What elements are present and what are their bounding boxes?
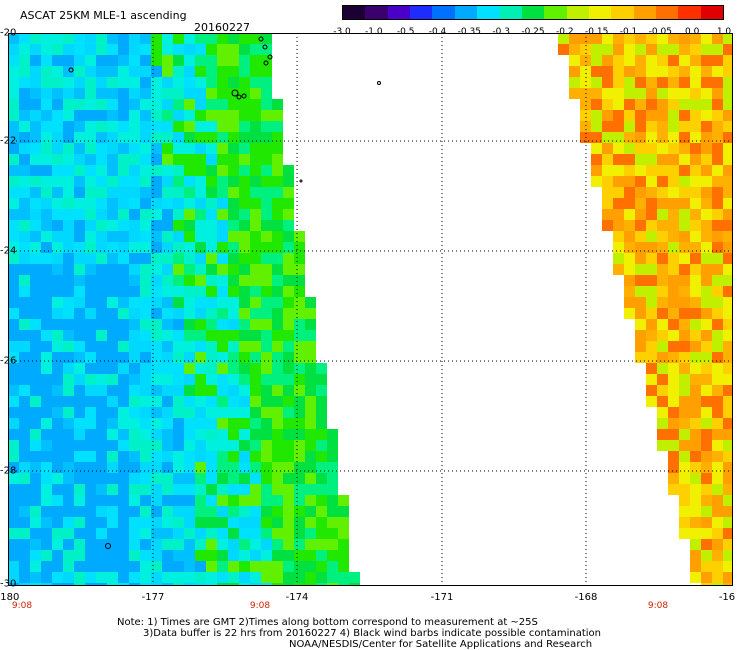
colorbar-swatch: [700, 6, 724, 19]
map-panel: [8, 33, 733, 586]
grid-lines: [8, 33, 733, 586]
colorbar-label: -0.1: [619, 27, 638, 37]
colorbar-label: -0.15: [585, 27, 609, 37]
map-svg: [8, 33, 733, 586]
colorbar-label: -0.35: [457, 27, 481, 37]
lat-label: -28: [0, 465, 17, 477]
colorbar-swatch: [410, 6, 433, 19]
colorbar-swatch: [678, 6, 701, 19]
colorbar-swatch: [588, 6, 612, 19]
lon-label: -180: [0, 592, 20, 603]
colorbar-swatch: [656, 6, 679, 19]
colorbar-label: 1.0: [716, 27, 732, 37]
colorbar-label: 0.0: [684, 27, 700, 37]
colorbar-label: -0.2: [556, 27, 574, 37]
time-label: 9:08: [11, 601, 33, 611]
lat-label: -26: [0, 355, 17, 367]
colorbar-label: -0.3: [492, 27, 510, 37]
colorbar-label: -0.4: [428, 27, 447, 37]
swath-cells: [8, 33, 733, 586]
colorbar-swatch: [499, 6, 522, 19]
colorbar-swatch: [611, 6, 634, 19]
time-label: 9:08: [249, 601, 271, 611]
lat-label: -24: [0, 245, 17, 257]
note-line-2: 3)Data buffer is 22 hrs from 20160227 4)…: [143, 628, 601, 639]
colorbar-swatch: [343, 6, 366, 19]
lat-label: -30: [0, 578, 17, 590]
colorbar-swatch: [633, 6, 657, 19]
colorbar-swatch: [387, 6, 411, 19]
lon-label: -177: [141, 592, 165, 603]
date-label: 20160227: [194, 21, 250, 34]
colorbar-swatch: [521, 6, 545, 19]
lon-label: -174: [285, 592, 309, 603]
colorbar-swatch: [454, 6, 478, 19]
title: ASCAT 25KM MLE-1 ascending: [20, 9, 187, 22]
colorbar-swatch: [432, 6, 455, 19]
time-label: 9:08: [647, 601, 669, 611]
lat-label: -20: [0, 27, 17, 39]
colorbar: [342, 5, 724, 20]
colorbar-swatch: [477, 6, 500, 19]
colorbar-label: -0.05: [648, 27, 672, 37]
lat-label: -22: [0, 135, 17, 147]
colorbar-swatch: [566, 6, 589, 19]
lon-label: -171: [430, 592, 454, 603]
colorbar-label: -0.5: [396, 27, 415, 37]
lon-label: -16: [718, 592, 736, 603]
colorbar-label: -3.0: [333, 27, 351, 37]
colorbar-swatch: [365, 6, 388, 19]
island-outlines: [68, 36, 381, 549]
note-line-1: Note: 1) Times are GMT 2)Times along bot…: [117, 617, 538, 628]
colorbar-swatch: [544, 6, 567, 19]
note-line-3: NOAA/NESDIS/Center for Satellite Applica…: [289, 639, 593, 650]
colorbar-label: -0.25: [521, 27, 545, 37]
colorbar-label: -1.0: [365, 27, 383, 37]
lon-label: -168: [574, 592, 598, 603]
